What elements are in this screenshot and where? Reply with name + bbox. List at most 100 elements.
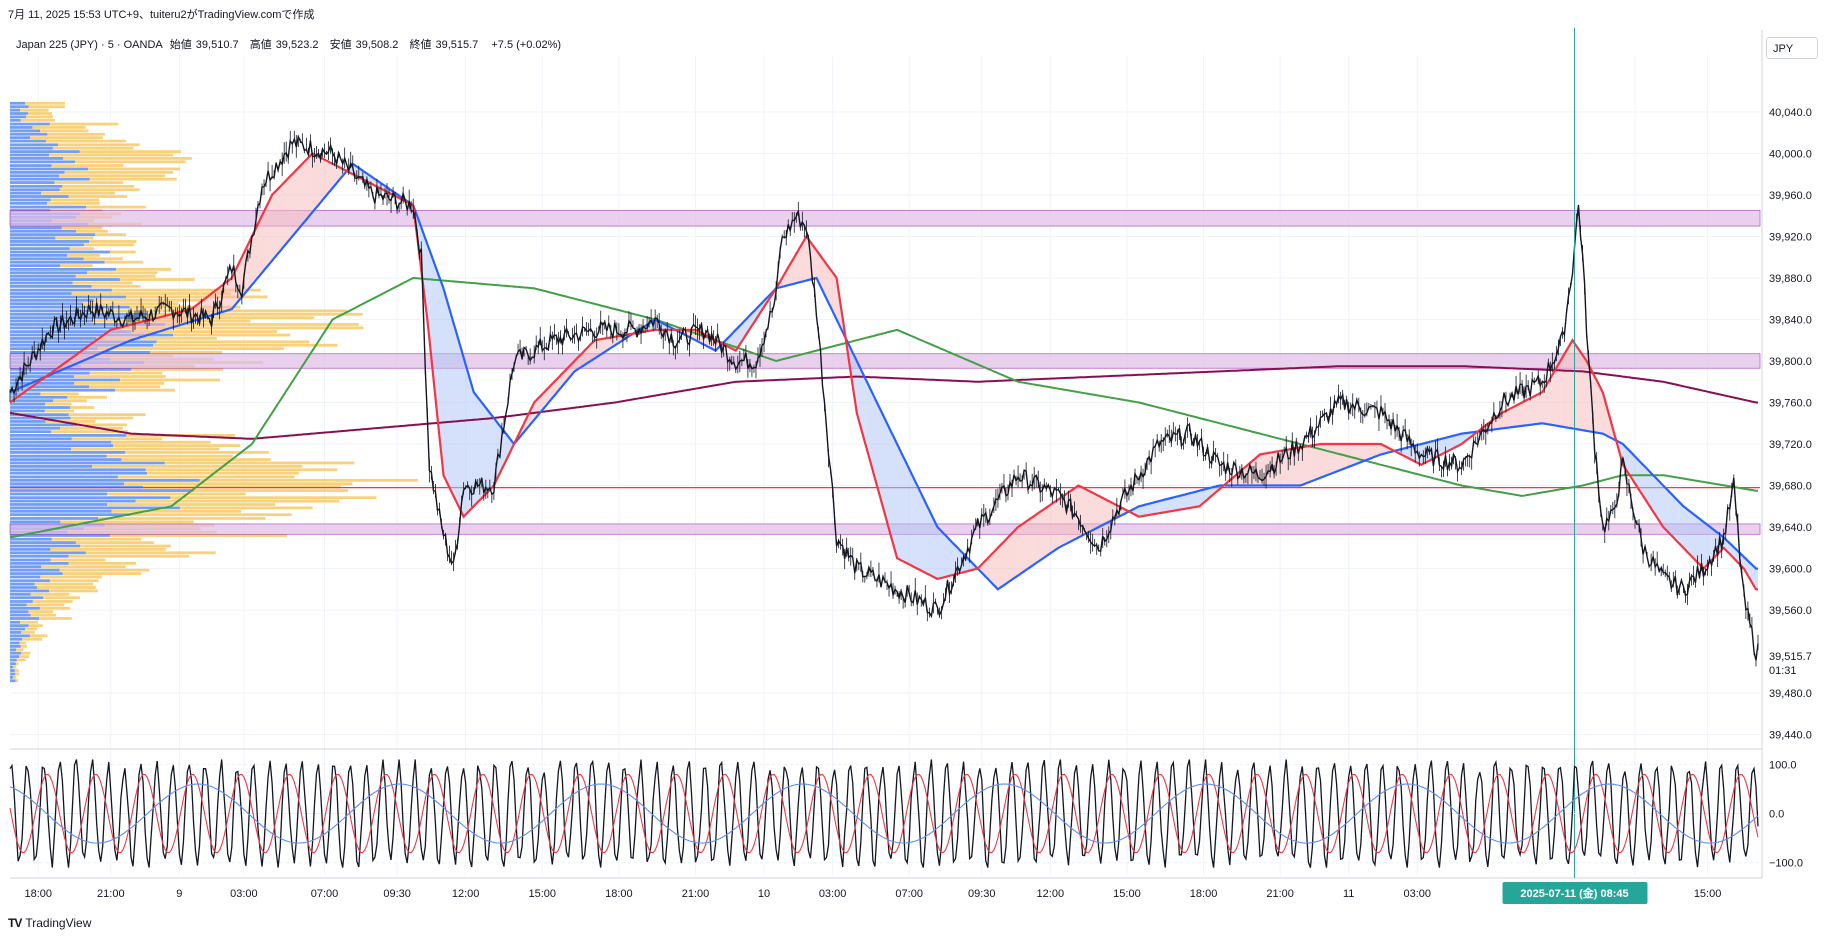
volume-profile-buy-bar bbox=[10, 305, 130, 309]
ma-cloud-segment bbox=[169, 314, 172, 329]
ma-cloud-segment bbox=[1350, 444, 1353, 467]
ma-cloud-segment bbox=[1374, 444, 1377, 457]
ma-cloud-segment bbox=[1598, 384, 1601, 434]
volume-profile-buy-bar bbox=[10, 596, 44, 600]
ma-cloud-segment bbox=[997, 545, 1000, 590]
volume-profile-sell-bar bbox=[92, 464, 303, 468]
ma-cloud-segment bbox=[1566, 347, 1569, 428]
ma-cloud-segment bbox=[98, 337, 101, 355]
ma-cloud-segment bbox=[1495, 415, 1498, 430]
ma-cloud-segment bbox=[1054, 500, 1057, 551]
support-resistance-zone bbox=[9, 353, 1761, 369]
volume-profile-buy-bar bbox=[10, 592, 31, 596]
volume-profile-buy-bar bbox=[10, 385, 90, 389]
ma-cloud-segment bbox=[1562, 354, 1565, 428]
volume-profile-sell-bar bbox=[55, 236, 94, 240]
time-axis-label: 21:00 bbox=[1266, 888, 1294, 900]
ma-cloud-segment bbox=[1427, 441, 1430, 462]
osc-axis-label: 0.0 bbox=[1769, 809, 1784, 821]
time-axis-label: 12:00 bbox=[452, 888, 480, 900]
ma-cloud-segment bbox=[1421, 443, 1424, 465]
ma-cloud-segment bbox=[304, 159, 307, 222]
volume-profile-buy-bar bbox=[10, 579, 50, 583]
ma-cloud-segment bbox=[824, 261, 827, 299]
ma-cloud-segment bbox=[296, 167, 299, 232]
volume-profile-sell-bar bbox=[83, 257, 123, 261]
ma-cloud-segment bbox=[330, 162, 333, 191]
last-price-label: 39,515.7 bbox=[1769, 651, 1812, 663]
ma-cloud-segment bbox=[106, 331, 109, 351]
ma-cloud-segment bbox=[96, 338, 99, 355]
volume-profile-sell-bar bbox=[30, 136, 103, 140]
ma-cloud-segment bbox=[130, 324, 133, 341]
ma-cloud-segment bbox=[858, 365, 861, 428]
volume-profile-sell-bar bbox=[51, 430, 129, 434]
volume-profile-buy-bar bbox=[10, 153, 50, 157]
ma-cloud-segment bbox=[1415, 445, 1418, 463]
ma-cloud-segment bbox=[911, 473, 914, 567]
volume-profile-buy-bar bbox=[10, 378, 120, 382]
ma-cloud-segment bbox=[447, 302, 450, 488]
currency-selector[interactable]: JPY bbox=[1766, 37, 1818, 59]
ma-cloud-segment bbox=[1334, 444, 1337, 473]
ma-cloud-segment bbox=[1338, 444, 1341, 471]
volume-profile-buy-bar bbox=[10, 586, 38, 589]
ma-cloud-segment bbox=[1143, 504, 1146, 516]
ma-cloud-segment bbox=[943, 533, 946, 578]
price-axis-label: 40,000.0 bbox=[1769, 148, 1812, 160]
volume-profile-buy-bar bbox=[10, 648, 17, 652]
volume-profile-sell-bar bbox=[51, 164, 124, 167]
volume-profile-sell-bar bbox=[131, 330, 278, 334]
volume-profile-sell-bar bbox=[87, 271, 158, 275]
ma-cloud-segment bbox=[322, 158, 325, 201]
ma-cloud-segment bbox=[1651, 473, 1654, 512]
time-axis-label: 03:00 bbox=[819, 888, 847, 900]
volume-profile-buy-bar bbox=[10, 537, 52, 541]
volume-profile-sell-bar bbox=[59, 188, 140, 192]
ma-cloud-segment bbox=[540, 394, 543, 413]
ma-cloud-segment bbox=[872, 394, 875, 479]
volume-profile-buy-bar bbox=[10, 444, 114, 448]
price-axis-label: 39,560.0 bbox=[1769, 605, 1812, 617]
ma-cloud-segment bbox=[1376, 444, 1379, 456]
ma-cloud-segment bbox=[1560, 357, 1563, 427]
volume-profile-sell-bar bbox=[75, 541, 154, 545]
ma-cloud-segment bbox=[1532, 396, 1535, 425]
change-value: +7.5 (+0.02%) bbox=[491, 39, 562, 51]
volume-profile-sell-bar bbox=[47, 201, 100, 205]
volume-profile-sell-bar bbox=[39, 606, 71, 610]
ma-cloud-segment bbox=[1108, 501, 1111, 522]
volume-profile-buy-bar bbox=[10, 620, 21, 624]
ma-cloud-segment bbox=[1447, 436, 1450, 452]
ma-cloud-segment bbox=[818, 253, 821, 287]
ma-cloud-segment bbox=[812, 244, 815, 279]
volume-profile-sell-bar bbox=[135, 499, 340, 503]
ma-cloud-segment bbox=[1741, 554, 1744, 569]
ma-cloud-segment bbox=[465, 364, 468, 515]
ma-cloud-segment bbox=[463, 357, 466, 517]
ma-cloud-segment bbox=[1630, 452, 1633, 481]
symbol-name[interactable]: Japan 225 (JPY) · 5 · OANDA bbox=[16, 39, 163, 51]
volume-profile-sell-bar bbox=[82, 302, 179, 306]
ma-cloud-segment bbox=[139, 322, 142, 338]
time-axis-label: 10 bbox=[758, 888, 770, 900]
ma-cloud-segment bbox=[558, 375, 561, 391]
volume-profile-buy-bar bbox=[10, 568, 60, 572]
ma-cloud-segment bbox=[298, 165, 301, 230]
volume-profile-buy-bar bbox=[10, 126, 33, 129]
volume-profile-buy-bar bbox=[10, 669, 15, 672]
brand-name: TradingView bbox=[25, 916, 92, 930]
ma-cloud-segment bbox=[1137, 506, 1140, 517]
volume-profile-buy-bar bbox=[10, 302, 83, 306]
ma-cloud-segment bbox=[1300, 447, 1303, 486]
ma-cloud-segment bbox=[266, 203, 269, 268]
ma-cloud-segment bbox=[893, 435, 896, 551]
volume-profile-sell-bar bbox=[27, 112, 52, 115]
ma-cloud-segment bbox=[147, 319, 150, 336]
volume-profile-buy-bar bbox=[10, 108, 21, 112]
oscillator-osc_fast-line bbox=[9, 759, 1759, 868]
ma-cloud-segment bbox=[497, 423, 500, 478]
ma-cloud-segment bbox=[1096, 494, 1099, 529]
ma-cloud-segment bbox=[1378, 444, 1381, 456]
